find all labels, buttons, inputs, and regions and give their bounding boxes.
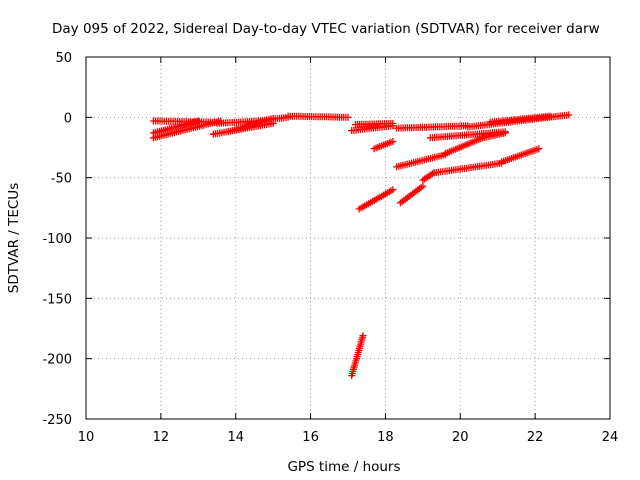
y-tick-label: -50 — [51, 172, 72, 187]
data-series-segment — [396, 182, 427, 207]
data-series-segment — [498, 145, 543, 166]
data-series-segment — [479, 129, 509, 142]
data-point — [359, 332, 367, 340]
y-tick-label: 50 — [55, 51, 72, 66]
y-tick-label: 0 — [64, 111, 72, 126]
data-point — [419, 182, 427, 190]
x-tick-label: 18 — [377, 430, 394, 445]
x-tick-label: 10 — [78, 430, 95, 445]
y-tick-label: -150 — [42, 292, 72, 307]
data-point — [344, 113, 352, 121]
data-point — [429, 170, 436, 178]
chart-title: Day 095 of 2022, Sidereal Day-to-day VTE… — [52, 21, 600, 37]
x-tick-label: 22 — [527, 430, 544, 445]
data-series-segment — [430, 159, 505, 177]
x-tick-label: 14 — [227, 430, 244, 445]
plot-frame — [85, 56, 611, 420]
x-axis: 10 12 14 16 18 20 22 24 — [78, 57, 619, 445]
data-point — [546, 112, 554, 120]
data-point — [501, 129, 509, 137]
data-series-segment — [370, 138, 397, 153]
data-point — [565, 111, 573, 119]
data-point — [389, 138, 397, 145]
data-series-segment — [441, 134, 487, 157]
data-series-segment — [355, 186, 397, 213]
data-point — [194, 117, 202, 125]
data-point — [389, 186, 397, 194]
data-point — [389, 119, 397, 127]
grid-lines — [86, 57, 610, 419]
y-tick-label: -100 — [42, 232, 72, 247]
data-series-segment — [352, 119, 397, 129]
data-series-segment — [419, 169, 438, 184]
x-axis-label: GPS time / hours — [287, 459, 400, 475]
data-series-segment — [486, 112, 554, 126]
y-tick-label: -250 — [42, 413, 72, 428]
y-axis: 50 0 -50 -100 -150 -200 -250 — [42, 51, 610, 428]
data-series-segment — [393, 151, 449, 171]
y-axis-label: SDTVAR / TECUs — [6, 183, 22, 293]
data-series-segment — [348, 332, 367, 380]
x-tick-label: 20 — [452, 430, 469, 445]
x-tick-label: 24 — [602, 430, 619, 445]
data-series-segment — [284, 112, 352, 121]
data-series-segment — [213, 117, 262, 127]
data-points — [149, 111, 573, 380]
data-point — [535, 145, 543, 153]
x-tick-label: 16 — [302, 430, 319, 445]
x-tick-label: 12 — [153, 430, 170, 445]
data-series-segment — [393, 122, 472, 132]
y-tick-label: -200 — [42, 353, 72, 368]
